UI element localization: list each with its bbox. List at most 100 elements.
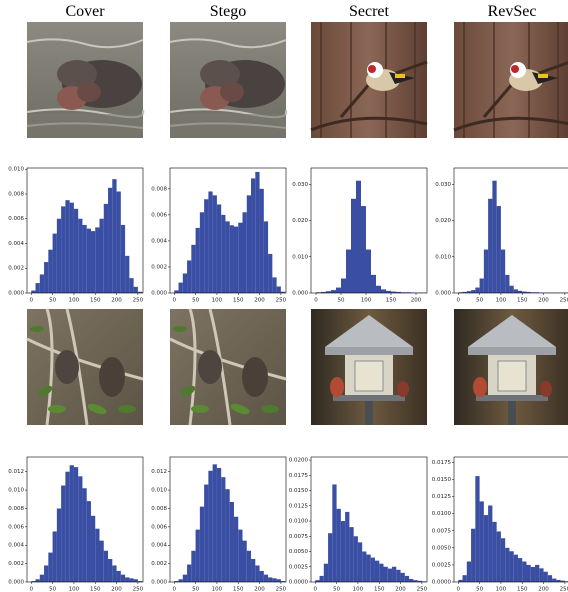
x-tick-label: 150 <box>90 587 101 592</box>
y-tick-label: 0.0150 <box>289 488 309 494</box>
y-tick-label: 0.030 <box>292 182 308 188</box>
stego-image <box>170 309 286 425</box>
histogram-bar <box>392 567 396 582</box>
y-tick-label: 0.010 <box>8 167 24 173</box>
histogram-bar <box>480 279 484 293</box>
y-tick-label: 0.0100 <box>289 519 309 525</box>
histogram-bar <box>129 278 133 293</box>
x-tick-label: 50 <box>476 298 483 304</box>
x-tick-label: 50 <box>49 587 56 592</box>
y-tick-label: 0.000 <box>292 291 308 297</box>
histogram-bar <box>386 291 391 293</box>
histogram-bar <box>40 274 44 293</box>
histogram-bar <box>104 551 108 582</box>
histogram-bar <box>91 231 95 293</box>
histogram-bar <box>48 553 52 582</box>
histogram-bar <box>230 502 234 582</box>
histogram-bar <box>458 580 462 582</box>
histogram-bar <box>331 290 336 293</box>
cover-image <box>27 22 143 138</box>
histogram-bar <box>505 275 509 293</box>
histogram-bar <box>87 229 91 293</box>
x-tick-label: 50 <box>192 587 199 592</box>
histogram-bar <box>492 522 496 582</box>
y-tick-label: 0.0200 <box>289 458 309 464</box>
y-tick-label: 0.010 <box>151 488 167 494</box>
histogram-bar <box>234 517 238 582</box>
x-tick-label: 150 <box>233 587 244 592</box>
histogram-bar <box>70 203 74 293</box>
histogram-bar <box>251 178 255 293</box>
histogram-bar <box>514 289 518 293</box>
histogram-bar <box>475 288 479 293</box>
histogram-bar <box>91 516 95 582</box>
histogram-bar <box>247 551 251 582</box>
stego-image <box>170 22 286 138</box>
x-tick-label: 250 <box>276 298 287 304</box>
histogram-bar <box>183 273 187 293</box>
x-tick-label: 150 <box>386 298 397 304</box>
histogram-bar <box>100 219 104 293</box>
histogram-bar <box>204 485 208 582</box>
histogram-bar <box>272 578 276 582</box>
histogram-bar <box>501 250 505 293</box>
y-tick-label: 0.000 <box>151 580 167 586</box>
histogram-bar <box>328 533 332 582</box>
histogram-bar <box>121 575 125 582</box>
x-tick-label: 0 <box>457 587 461 592</box>
y-tick-label: 0.0175 <box>289 473 309 479</box>
histogram-bar <box>196 228 200 293</box>
histogram-bar <box>531 567 535 582</box>
histogram-bar <box>87 501 91 582</box>
y-tick-label: 0.006 <box>151 524 167 530</box>
histogram-bar <box>272 277 276 293</box>
histogram-bar <box>255 172 259 293</box>
histogram-bar <box>95 227 99 293</box>
y-tick-label: 0.0125 <box>432 494 452 500</box>
x-tick-label: 0 <box>314 587 318 592</box>
histogram-bar <box>217 468 221 582</box>
x-tick-label: 150 <box>233 298 244 304</box>
histogram-bar <box>234 227 238 293</box>
y-tick-label: 0.020 <box>292 218 308 224</box>
histogram-bar <box>95 529 99 582</box>
y-tick-label: 0.0075 <box>432 528 452 534</box>
histogram-bar <box>187 565 191 582</box>
histogram-bar <box>74 209 78 293</box>
histogram-bar <box>488 199 492 293</box>
y-tick-label: 0.0100 <box>432 511 452 517</box>
x-tick-label: 50 <box>476 587 483 592</box>
histogram-bar <box>484 515 488 582</box>
x-tick-label: 250 <box>560 298 568 304</box>
histogram-bar <box>544 572 548 582</box>
histogram-bar <box>505 548 509 582</box>
y-tick-label: 0.004 <box>151 238 167 244</box>
x-tick-label: 0 <box>314 298 318 304</box>
histogram-bar <box>264 221 268 293</box>
histogram-bar <box>356 181 361 293</box>
histogram-bar <box>366 555 370 582</box>
histogram-bar <box>191 245 195 293</box>
histogram-bar <box>497 206 501 293</box>
histogram-bar <box>260 189 264 293</box>
histogram-panel: 0501001502002500.0000.0020.0040.0060.008 <box>151 168 286 304</box>
y-tick-label: 0.002 <box>8 561 24 567</box>
histogram-bar <box>238 530 242 582</box>
x-tick-label: 250 <box>133 587 144 592</box>
y-tick-label: 0.0000 <box>289 580 309 586</box>
histogram-bar <box>277 286 281 293</box>
histogram-bar <box>134 287 138 293</box>
plot-frame <box>454 168 568 293</box>
histogram-bar <box>480 501 484 582</box>
x-tick-label: 100 <box>69 298 80 304</box>
histogram-bar <box>463 575 467 582</box>
x-tick-label: 100 <box>212 298 223 304</box>
x-tick-label: 150 <box>374 587 385 592</box>
histogram-bar <box>264 575 268 582</box>
x-tick-label: 100 <box>212 587 223 592</box>
x-tick-label: 200 <box>395 587 406 592</box>
histogram-bar <box>36 283 40 293</box>
histogram-bar <box>134 579 138 582</box>
histogram-bar <box>221 215 225 293</box>
histogram-bar <box>125 577 129 582</box>
